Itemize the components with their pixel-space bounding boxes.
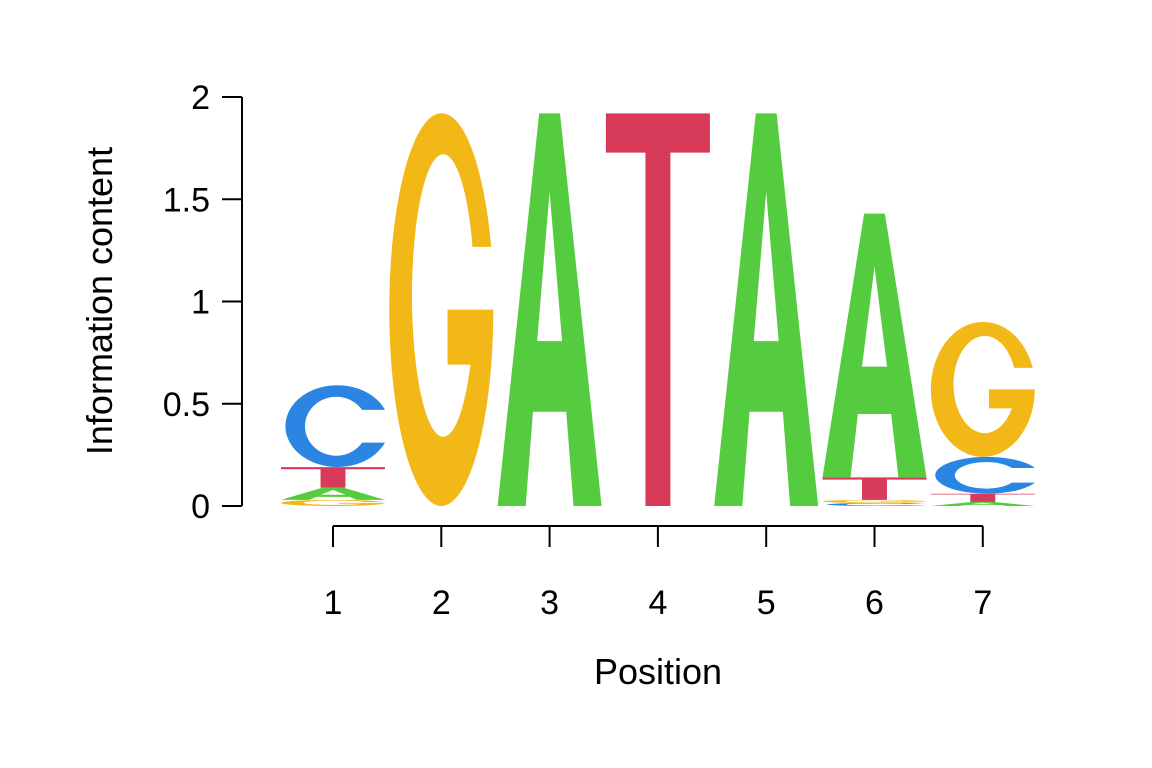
logo-letter-t-pos-7 [930, 493, 1035, 502]
logo-column-6 [822, 213, 927, 506]
logo-column-7 [930, 321, 1035, 506]
logo-letter-a-pos-1 [281, 487, 385, 500]
logo-letter-g-pos-1 [281, 499, 385, 506]
logo-letter-a-pos-7 [930, 501, 1035, 506]
x-tick-label: 6 [865, 584, 884, 622]
y-tick-label: 1.5 [163, 181, 210, 219]
x-axis: 1 2 3 4 5 6 7 [324, 525, 992, 622]
logo-letter-a-pos-6 [822, 213, 927, 478]
logo-column-5 [714, 113, 819, 507]
x-axis-label: Position [594, 651, 722, 692]
logo-letter-a-pos-5 [714, 113, 819, 507]
logo-column-4 [605, 113, 710, 507]
y-tick-label: 0 [191, 488, 210, 526]
logo-column-3 [497, 113, 602, 507]
x-tick-label: 7 [973, 584, 992, 622]
logo-letter-g-pos-7 [930, 321, 1035, 457]
logo-letter-t-pos-6 [822, 477, 927, 500]
y-axis: 0 0.5 1 1.5 2 [163, 79, 243, 526]
logo-letter-c-pos-1 [285, 385, 385, 467]
logo-letter-t-pos-1 [281, 467, 385, 488]
logo-letter-g-pos-6 [822, 499, 927, 503]
logo-letter-a-pos-3 [497, 113, 602, 507]
y-tick-label: 1 [191, 284, 210, 322]
y-axis-label: Information content [79, 147, 120, 455]
logo-letter-c-pos-7 [935, 456, 1035, 494]
y-tick-label: 0.5 [163, 386, 210, 424]
x-tick-label: 2 [432, 584, 451, 622]
logo-column-1 [281, 385, 385, 506]
x-tick-label: 3 [540, 584, 559, 622]
x-tick-label: 5 [757, 584, 776, 622]
logo-letter-c-pos-6 [826, 502, 927, 506]
logo-column-2 [389, 113, 494, 506]
x-tick-label: 1 [324, 584, 343, 622]
x-tick-label: 4 [648, 584, 667, 622]
logo-letter-g-pos-2 [389, 113, 494, 506]
logo-letter-t-pos-4 [605, 113, 710, 507]
logo-letters [281, 113, 1035, 507]
y-tick-label: 2 [191, 79, 210, 117]
